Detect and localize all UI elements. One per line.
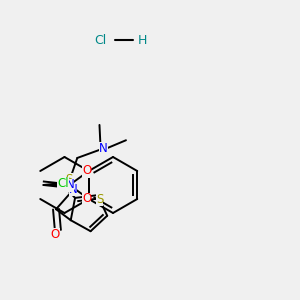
Text: S: S xyxy=(65,173,73,186)
Text: O: O xyxy=(50,228,59,241)
Text: Cl: Cl xyxy=(94,34,106,46)
Text: N: N xyxy=(99,142,108,155)
Text: Cl: Cl xyxy=(57,177,69,190)
Text: N: N xyxy=(69,183,77,196)
Text: S: S xyxy=(96,193,103,206)
Text: O: O xyxy=(82,193,92,206)
Text: H: H xyxy=(137,34,147,46)
Text: N: N xyxy=(66,178,74,191)
Text: O: O xyxy=(82,164,92,178)
